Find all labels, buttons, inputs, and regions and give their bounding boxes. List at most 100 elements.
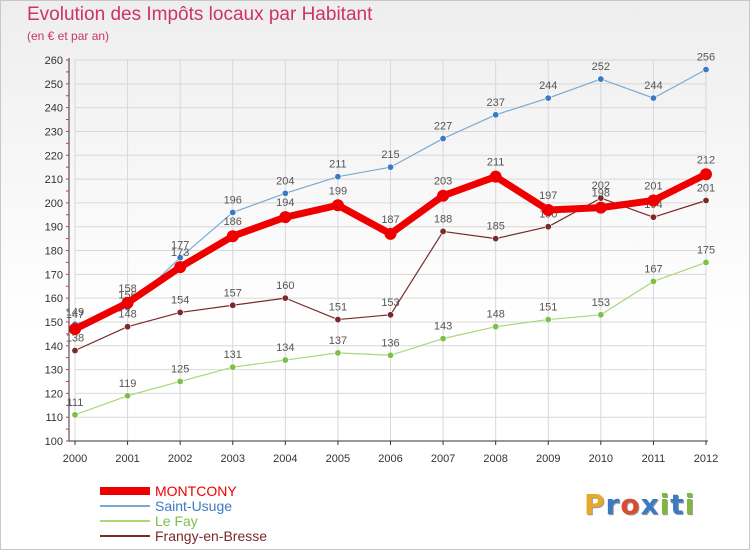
data-point-montcony (279, 211, 292, 224)
data-point-le-fay (386, 351, 394, 359)
data-point-frangy-en-bresse (544, 223, 552, 231)
data-label-montcony: 186 (224, 216, 242, 228)
x-tick-label: 2000 (63, 453, 87, 465)
data-label-le-fay: 137 (329, 335, 347, 347)
y-tick-label: 260 (45, 55, 63, 67)
data-label-frangy-en-bresse: 148 (118, 309, 136, 321)
data-label-saint-usuge: 211 (329, 159, 347, 171)
y-tick-label: 100 (45, 436, 63, 448)
data-point-frangy-en-bresse (702, 196, 710, 204)
y-tick-label: 170 (45, 269, 63, 281)
data-label-le-fay: 175 (697, 244, 715, 256)
data-label-saint-usuge: 177 (171, 240, 189, 252)
x-tick-label: 2005 (326, 453, 350, 465)
data-point-saint-usuge (176, 254, 184, 262)
x-tick-label: 2001 (115, 453, 139, 465)
legend-swatch-frangy-en-bresse (100, 535, 150, 537)
data-point-le-fay (124, 392, 132, 400)
data-label-le-fay: 111 (67, 397, 84, 409)
data-point-frangy-en-bresse (386, 311, 394, 319)
y-tick-label: 250 (45, 79, 63, 91)
data-label-saint-usuge: 252 (592, 61, 610, 73)
data-label-montcony: 201 (644, 180, 662, 192)
x-tick-label: 2006 (378, 453, 402, 465)
data-label-frangy-en-bresse: 201 (697, 182, 715, 194)
data-label-montcony: 194 (276, 197, 294, 209)
x-tick-label: 2008 (483, 453, 507, 465)
x-tick-label: 2007 (431, 453, 455, 465)
data-point-le-fay (544, 316, 552, 324)
y-tick-label: 230 (45, 126, 63, 138)
data-point-montcony (594, 201, 607, 214)
data-label-le-fay: 167 (644, 263, 662, 275)
x-tick-label: 2003 (221, 453, 245, 465)
data-point-le-fay (649, 277, 657, 285)
legend-label-montcony: MONTCONY (155, 483, 237, 499)
data-point-frangy-en-bresse (597, 194, 605, 202)
legend-label-saint-usuge: Saint-Usuge (155, 498, 233, 514)
data-label-saint-usuge: 149 (66, 306, 84, 318)
data-label-le-fay: 131 (224, 349, 242, 361)
data-label-le-fay: 134 (276, 342, 294, 354)
data-label-frangy-en-bresse: 138 (66, 333, 84, 345)
data-label-saint-usuge: 215 (381, 149, 399, 161)
logo-letter: P (584, 488, 606, 521)
proxiti-logo: Proxiti (584, 488, 695, 521)
data-point-le-fay (597, 311, 605, 319)
data-point-montcony (384, 227, 397, 240)
data-label-saint-usuge: 256 (697, 52, 715, 64)
data-point-frangy-en-bresse (649, 213, 657, 221)
data-label-saint-usuge: 244 (539, 80, 557, 92)
data-point-frangy-en-bresse (439, 227, 447, 235)
y-tick-label: 120 (45, 388, 63, 400)
y-tick-label: 220 (45, 150, 63, 162)
data-label-le-fay: 151 (539, 302, 557, 314)
x-tick-label: 2009 (536, 453, 560, 465)
data-point-montcony (121, 296, 134, 309)
data-label-saint-usuge: 196 (224, 194, 242, 206)
data-label-montcony: 158 (118, 283, 136, 295)
data-point-montcony (700, 168, 712, 181)
y-tick-label: 190 (45, 222, 63, 234)
logo-letter: x (640, 488, 660, 521)
data-point-le-fay (334, 349, 342, 357)
y-tick-label: 150 (45, 317, 63, 329)
data-point-saint-usuge (649, 94, 657, 102)
data-point-frangy-en-bresse (492, 235, 500, 243)
legend-swatch-saint-usuge (100, 505, 150, 507)
legend-label-frangy-en-bresse: Frangy-en-Bresse (155, 528, 268, 544)
data-point-saint-usuge (334, 173, 342, 181)
data-label-frangy-en-bresse: 157 (224, 287, 242, 299)
legend-swatch-le-fay (100, 520, 150, 522)
data-label-le-fay: 148 (486, 309, 504, 321)
data-point-le-fay (281, 356, 289, 364)
chart-subtitle: (en € et par an) (27, 29, 110, 43)
data-label-le-fay: 125 (171, 363, 189, 375)
data-label-frangy-en-bresse: 185 (486, 221, 504, 233)
data-label-saint-usuge: 204 (276, 175, 294, 187)
legend-swatch-montcony (100, 487, 150, 495)
data-point-saint-usuge (702, 66, 710, 74)
data-label-frangy-en-bresse: 151 (329, 302, 347, 314)
data-point-saint-usuge (492, 111, 500, 119)
y-tick-label: 140 (45, 341, 63, 353)
data-label-le-fay: 143 (434, 321, 452, 333)
logo-letter: r (605, 488, 621, 521)
data-label-montcony: 197 (539, 190, 557, 202)
data-point-saint-usuge (386, 163, 394, 171)
data-point-saint-usuge (281, 189, 289, 197)
data-point-frangy-en-bresse (281, 294, 289, 302)
y-tick-label: 110 (45, 412, 63, 424)
data-point-frangy-en-bresse (124, 323, 132, 331)
y-tick-label: 160 (45, 293, 63, 305)
data-label-frangy-en-bresse: 160 (276, 280, 294, 292)
data-point-montcony (331, 199, 344, 212)
data-label-frangy-en-bresse: 188 (434, 213, 452, 225)
x-tick-label: 2012 (694, 453, 718, 465)
x-tick-label: 2002 (168, 453, 192, 465)
logo-letter: t (670, 488, 685, 521)
y-tick-label: 180 (45, 246, 63, 258)
y-tick-label: 130 (45, 365, 63, 377)
